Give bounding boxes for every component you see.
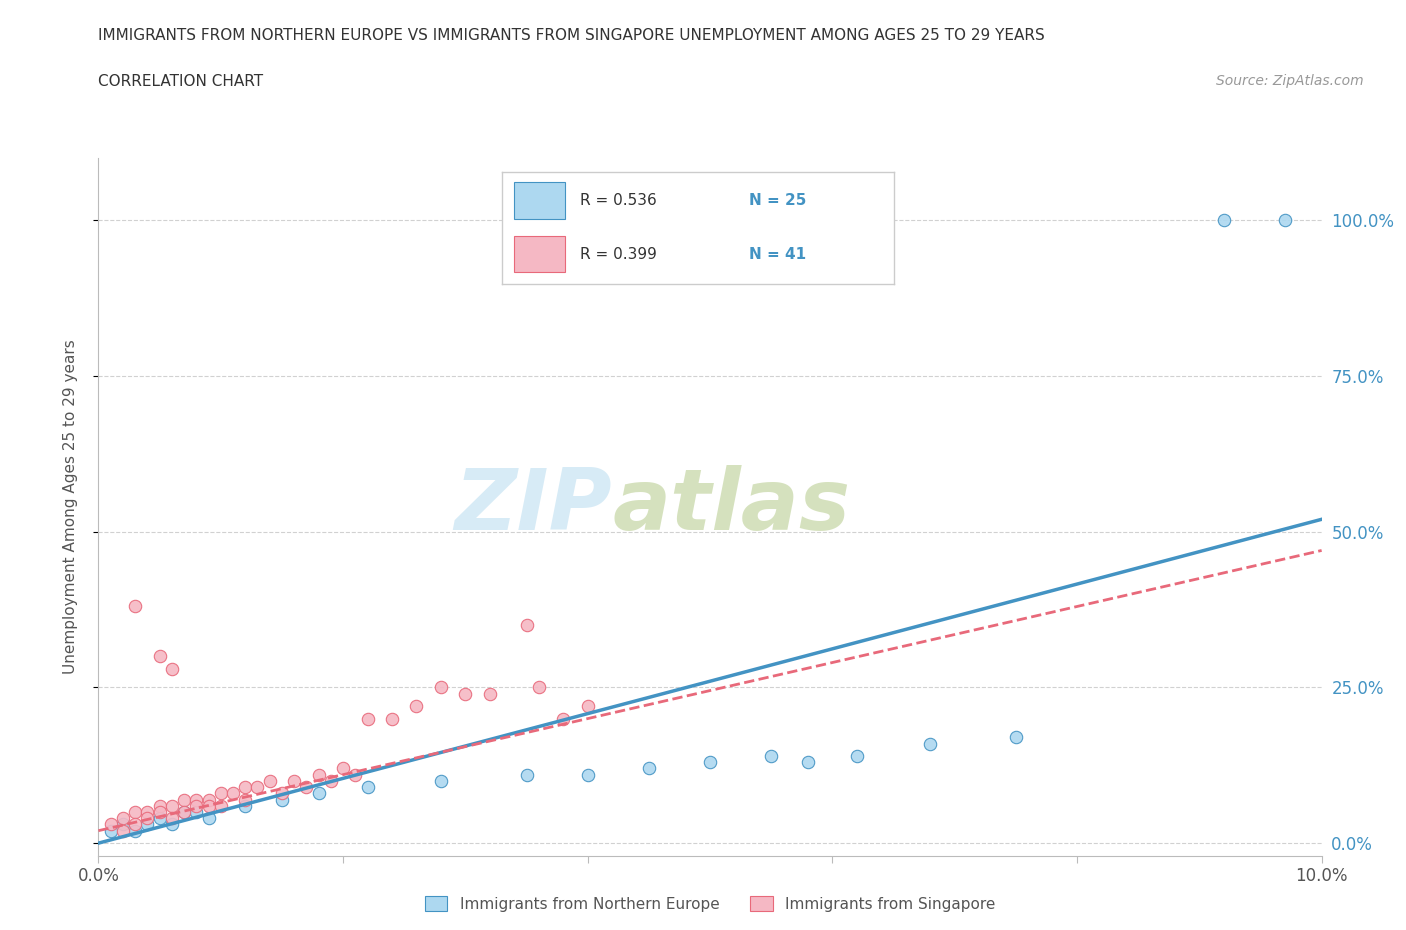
Point (308, 786, 330, 801)
Point (576, 698, 599, 713)
Point (149, 649, 172, 664)
Point (197, 798, 219, 813)
Point (553, 711, 575, 726)
Point (149, 804, 172, 819)
Point (259, 774, 281, 789)
Point (920, 736, 942, 751)
Point (124, 804, 146, 819)
Point (516, 618, 538, 632)
Point (344, 767, 367, 782)
Point (173, 792, 195, 807)
Point (270, 792, 292, 807)
Point (100, 823, 122, 838)
Point (356, 779, 378, 794)
Point (308, 767, 330, 782)
Point (173, 804, 195, 819)
Point (111, 817, 134, 832)
Point (319, 774, 342, 789)
Point (576, 767, 599, 782)
Point (136, 817, 159, 832)
Point (797, 755, 820, 770)
Point (173, 804, 195, 819)
Text: ZIP: ZIP (454, 465, 612, 549)
Point (124, 599, 146, 614)
Point (381, 711, 404, 726)
Point (186, 804, 208, 819)
Text: atlas: atlas (612, 465, 851, 549)
Point (454, 686, 477, 701)
Point (845, 749, 868, 764)
Point (186, 792, 208, 807)
Point (111, 811, 134, 826)
Point (209, 786, 232, 801)
Point (246, 779, 269, 794)
Point (295, 779, 318, 794)
Point (430, 774, 453, 789)
Point (759, 749, 782, 764)
Point (197, 792, 219, 807)
Point (100, 817, 122, 832)
Point (637, 761, 661, 776)
Point (356, 711, 378, 726)
Point (160, 811, 183, 826)
Point (1212, 213, 1234, 228)
Point (222, 786, 245, 801)
Point (430, 680, 453, 695)
Point (186, 798, 208, 813)
Text: IMMIGRANTS FROM NORTHERN EUROPE VS IMMIGRANTS FROM SINGAPORE UNEMPLOYMENT AMONG : IMMIGRANTS FROM NORTHERN EUROPE VS IMMIG… (98, 28, 1045, 43)
Point (283, 774, 305, 789)
Point (124, 823, 146, 838)
Point (527, 680, 550, 695)
Point (149, 811, 172, 826)
Point (233, 792, 256, 807)
Point (1274, 213, 1296, 228)
Point (233, 798, 256, 813)
Point (699, 755, 721, 770)
Y-axis label: Unemployment Among Ages 25 to 29 years: Unemployment Among Ages 25 to 29 years (63, 339, 77, 674)
Point (478, 686, 501, 701)
Point (1004, 730, 1026, 745)
Point (516, 767, 538, 782)
Point (197, 811, 219, 826)
Point (209, 798, 232, 813)
Point (405, 698, 427, 713)
Text: Source: ZipAtlas.com: Source: ZipAtlas.com (1216, 74, 1364, 88)
Point (160, 817, 183, 832)
Point (124, 817, 146, 832)
Point (270, 786, 292, 801)
Point (332, 761, 354, 776)
Legend: Immigrants from Northern Europe, Immigrants from Singapore: Immigrants from Northern Europe, Immigra… (419, 889, 1001, 918)
Point (160, 661, 183, 676)
Point (233, 779, 256, 794)
Point (111, 823, 134, 838)
Point (136, 804, 159, 819)
Point (160, 798, 183, 813)
Point (149, 798, 172, 813)
Point (136, 811, 159, 826)
Text: CORRELATION CHART: CORRELATION CHART (98, 74, 263, 89)
